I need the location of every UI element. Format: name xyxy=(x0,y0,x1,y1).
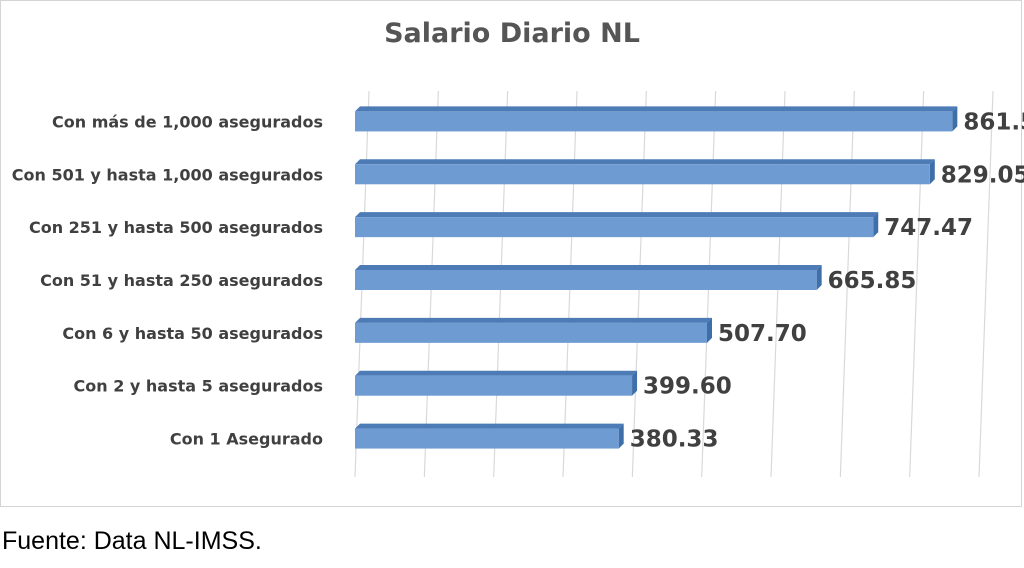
bar-side xyxy=(929,159,935,185)
bar-group xyxy=(355,265,822,290)
bar-chart: Con más de 1,000 asegurados 861.55 Con 501… xyxy=(12,90,1024,478)
bar-top xyxy=(355,423,624,429)
category-label: Con 1 Asegurado xyxy=(170,430,323,449)
bar-side xyxy=(873,212,879,238)
value-label: 380.33 xyxy=(630,427,719,453)
gridline xyxy=(839,90,855,478)
bar-side xyxy=(816,265,822,290)
bar-side xyxy=(952,106,958,132)
bar xyxy=(355,270,817,290)
category-label: Con 251 y hasta 500 asegurados xyxy=(29,218,323,237)
bar-side xyxy=(707,317,713,343)
bar-top xyxy=(355,159,935,165)
bar xyxy=(355,375,633,396)
bar-top xyxy=(355,265,822,270)
gridline xyxy=(978,90,994,478)
bar xyxy=(355,111,953,132)
value-label: 665.85 xyxy=(828,268,917,294)
chart-title: Salario Diario NL xyxy=(384,18,640,49)
category-label: Con 501 y hasta 1,000 asegurados xyxy=(12,165,323,184)
bar-group xyxy=(355,370,638,396)
bar-top xyxy=(355,106,958,112)
bar-top xyxy=(355,317,713,323)
value-label: 747.47 xyxy=(884,215,973,241)
bar-top xyxy=(355,370,638,376)
category-label: Con 2 y hasta 5 asegurados xyxy=(74,377,324,396)
value-label: 507.70 xyxy=(718,321,807,347)
bar-group xyxy=(355,212,879,238)
bar-group xyxy=(355,317,713,343)
chart-frame xyxy=(0,0,1022,507)
bar-side xyxy=(632,370,638,396)
source-note: Fuente: Data NL-IMSS. xyxy=(2,527,262,555)
bar xyxy=(355,217,874,238)
category-label: Con 51 y hasta 250 asegurados xyxy=(40,271,323,290)
value-label: 861.55 xyxy=(963,109,1024,135)
bar-group xyxy=(355,423,624,449)
bar-side xyxy=(618,423,624,449)
bar xyxy=(355,322,708,343)
bar xyxy=(355,428,619,449)
value-label: 399.60 xyxy=(643,374,732,400)
bar-group xyxy=(355,106,958,132)
bar-top xyxy=(355,212,879,218)
bar-group xyxy=(355,159,935,185)
value-label: 829.05 xyxy=(941,162,1024,188)
category-label: Con 6 y hasta 50 asegurados xyxy=(62,324,323,343)
gridline xyxy=(909,90,925,478)
category-label: Con más de 1,000 asegurados xyxy=(52,112,323,131)
bar xyxy=(355,164,930,185)
